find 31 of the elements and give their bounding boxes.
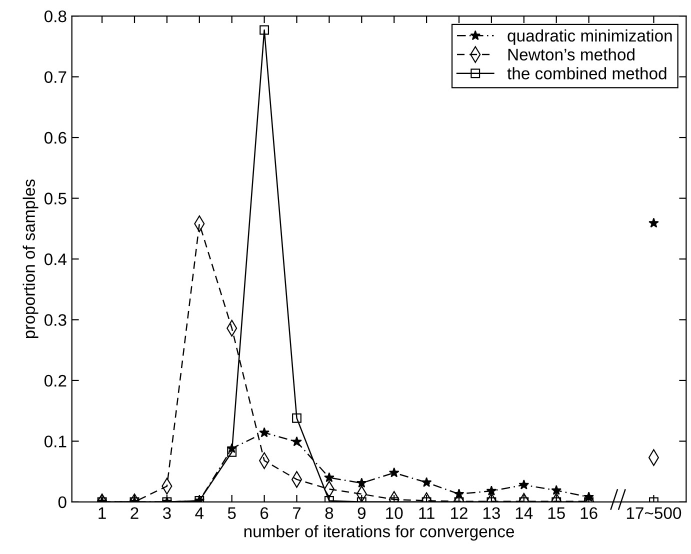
x-tick-label: 6 bbox=[260, 507, 268, 520]
legend-label: quadratic minimization bbox=[508, 29, 672, 45]
y-tick-label: 0.8 bbox=[44, 10, 66, 22]
x-tick-label: 11 bbox=[419, 507, 434, 519]
x-tick-label: 13 bbox=[483, 507, 500, 520]
x-tick-label: 7 bbox=[292, 507, 301, 519]
y-tick-label: 0.2 bbox=[44, 374, 66, 387]
x-axis-title: number of iterations for convergence bbox=[244, 525, 514, 541]
y-tick-label: 0.6 bbox=[44, 132, 66, 144]
x-tick-label: 15 bbox=[548, 507, 565, 520]
x-tick-label: 9 bbox=[358, 507, 366, 520]
x-tick-label: 4 bbox=[195, 507, 204, 519]
x-tick-label: 3 bbox=[162, 507, 171, 520]
y-tick-label: 0.5 bbox=[44, 192, 66, 204]
legend-label: the combined method bbox=[507, 67, 666, 80]
y-tick-label: 0 bbox=[58, 496, 66, 508]
y-tick-label: 0.1 bbox=[44, 436, 66, 448]
x-tick-label: 1 bbox=[98, 507, 106, 519]
x-tick-label: 10 bbox=[386, 507, 403, 520]
x-tick-label: 12 bbox=[451, 507, 468, 519]
y-tick-label: 0.7 bbox=[44, 71, 66, 83]
x-tick-label: 5 bbox=[228, 507, 236, 520]
x-tick-label: 16 bbox=[580, 507, 598, 520]
x-tick-label: 8 bbox=[325, 507, 334, 520]
x-tick-label: 14 bbox=[516, 507, 533, 519]
y-tick-label: 0.4 bbox=[44, 253, 67, 266]
y-tick-label: 0.3 bbox=[44, 314, 66, 326]
x-tick-label: 2 bbox=[130, 507, 138, 519]
y-axis-title: proportion of samples bbox=[22, 179, 38, 338]
legend-label: Newton’s method bbox=[508, 48, 634, 61]
x-tick-label: 17~500 bbox=[626, 507, 682, 520]
